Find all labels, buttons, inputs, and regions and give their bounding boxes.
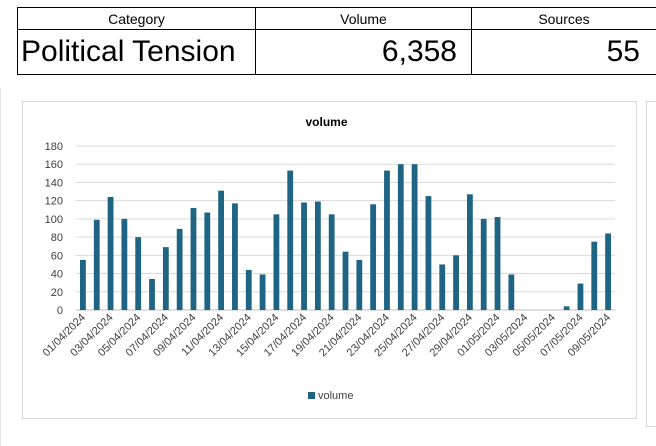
- category-cell[interactable]: Political Tension: [17, 29, 256, 75]
- bar: [259, 274, 266, 310]
- bar: [107, 197, 114, 310]
- summary-row: Political Tension 6,358 55: [17, 29, 656, 75]
- bar: [577, 283, 584, 310]
- bar: [411, 164, 418, 310]
- bar: [480, 218, 487, 310]
- summary-table: Category Volume Sources Political Tensio…: [17, 7, 656, 75]
- bar: [93, 219, 100, 310]
- y-tick-label: 160: [45, 159, 63, 171]
- legend-swatch: [308, 392, 315, 399]
- legend-label: volume: [318, 390, 353, 402]
- volume-cell[interactable]: 6,358: [255, 29, 472, 75]
- bar: [508, 274, 515, 310]
- bar: [80, 259, 86, 310]
- bar: [232, 203, 238, 310]
- bar: [287, 170, 294, 310]
- bar: [370, 204, 377, 310]
- bar: [190, 207, 197, 310]
- y-tick-label: 20: [51, 287, 63, 299]
- y-tick-label: 80: [51, 232, 63, 244]
- bar: [328, 214, 335, 310]
- bar: [397, 164, 404, 310]
- bar: [176, 228, 183, 310]
- bar: [149, 279, 155, 310]
- y-tick-label: 140: [45, 177, 63, 189]
- adjacent-chart-edge[interactable]: [646, 101, 656, 427]
- bar: [314, 201, 321, 310]
- y-tick-label: 180: [45, 141, 63, 153]
- chart-canvas: volume02040608010012014016018001/04/2024…: [41, 115, 615, 402]
- bar: [453, 255, 459, 310]
- bar: [121, 218, 128, 310]
- volume-header[interactable]: Volume: [255, 7, 472, 30]
- y-tick-label: 0: [57, 305, 63, 317]
- category-header[interactable]: Category: [17, 7, 256, 30]
- volume-chart[interactable]: volume 0 20 40 60 80 100 120 140 160 180 01/04/2024…: [22, 101, 637, 419]
- bar: [494, 217, 501, 310]
- y-tick-label: 100: [45, 214, 63, 226]
- bar: [135, 237, 142, 310]
- bar: [204, 212, 211, 310]
- sheet-gridline: [0, 88, 1, 446]
- y-tick-label: 40: [51, 269, 63, 281]
- bar: [605, 233, 611, 310]
- bar: [591, 241, 598, 310]
- bar: [563, 306, 570, 310]
- bar: [273, 214, 280, 310]
- sources-header[interactable]: Sources: [471, 7, 656, 30]
- bar: [245, 269, 252, 310]
- sources-cell[interactable]: 55: [471, 29, 656, 75]
- y-tick-label: 60: [51, 250, 63, 262]
- bar: [466, 194, 473, 310]
- bar: [218, 190, 225, 310]
- bar: [342, 251, 349, 310]
- bar: [301, 202, 307, 310]
- bar: [384, 170, 390, 310]
- bar: [356, 259, 363, 310]
- bar: [162, 247, 169, 310]
- chart-title: volume: [305, 115, 347, 129]
- y-tick-label: 120: [45, 196, 63, 208]
- bar: [425, 196, 432, 310]
- bar: [439, 264, 446, 310]
